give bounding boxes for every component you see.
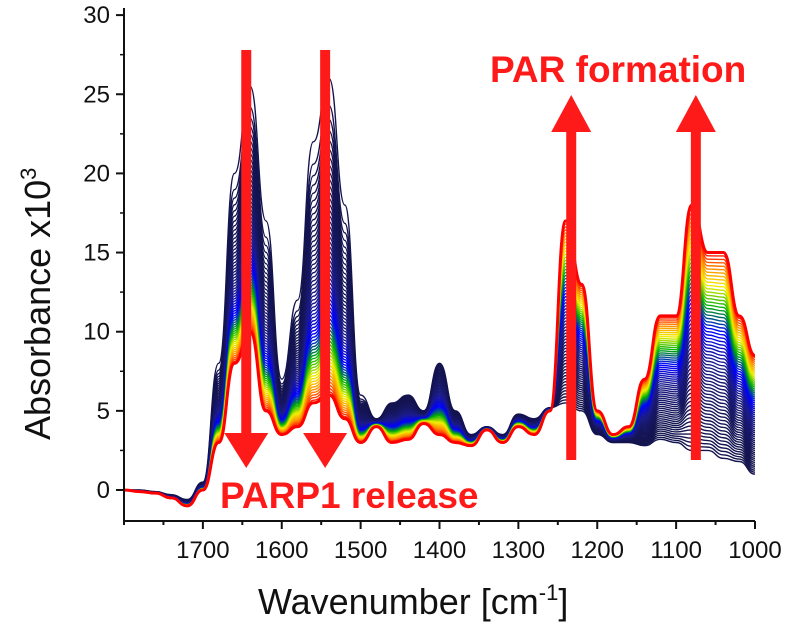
annotation-par-formation: PAR formation: [490, 49, 746, 90]
spectrum-line-16: [123, 196, 756, 504]
annotation-parp1-release: PARP1 release: [220, 475, 478, 516]
spectrum-line-14: [123, 188, 756, 503]
spectrum-line-17: [123, 200, 756, 504]
x-tick-label: 1500: [334, 537, 387, 564]
y-tick-label: 20: [83, 160, 110, 187]
x-tick-label: 1600: [255, 537, 308, 564]
arrow-up-shaft: [566, 125, 577, 460]
x-tick-label: 1300: [492, 537, 545, 564]
y-axis-label: Absorbance x103: [16, 168, 58, 440]
spectrum-line-22: [123, 220, 756, 504]
arrow-down-shaft: [241, 50, 252, 440]
spectra-group: [123, 77, 756, 508]
arrow-down-head: [303, 433, 348, 468]
y-tick-label: 30: [83, 2, 110, 29]
spectrum-line-9: [123, 164, 756, 503]
arrow-down-shaft: [320, 50, 331, 440]
arrow-up-shaft: [690, 125, 701, 460]
x-tick-label: 1700: [176, 537, 229, 564]
spectrum-line-21: [123, 216, 756, 504]
spectrum-line-60: [123, 203, 756, 508]
spectrum-line-3: [123, 126, 756, 502]
x-axis-label: Wavenumber [cm-1]: [258, 580, 568, 622]
x-tick-label: 1000: [728, 537, 781, 564]
x-tick-label: 1100: [650, 537, 702, 564]
spectrum-line-5: [123, 140, 756, 502]
y-tick-label: 10: [83, 319, 110, 346]
axes: 0 5 10 15 20 25 30 1700 1600 1500 1400 1300 1200 1100…: [83, 2, 781, 564]
x-tick-label: 1400: [413, 537, 466, 564]
y-tick-label: 5: [97, 398, 110, 425]
y-tick-label: 25: [83, 81, 110, 108]
spectrum-line-20: [123, 212, 756, 504]
x-tick-label: 1200: [571, 537, 624, 564]
arrow-up-head: [551, 95, 592, 132]
spectrum-line-18: [123, 204, 756, 504]
arrow-up-head: [675, 95, 716, 132]
annotation-arrows: [224, 50, 716, 468]
spectrum-line-15: [123, 192, 756, 503]
y-tick-label: 0: [97, 477, 110, 504]
spectrum-line-19: [123, 208, 756, 504]
arrow-down-head: [224, 433, 269, 468]
y-tick-label: 15: [83, 240, 110, 267]
